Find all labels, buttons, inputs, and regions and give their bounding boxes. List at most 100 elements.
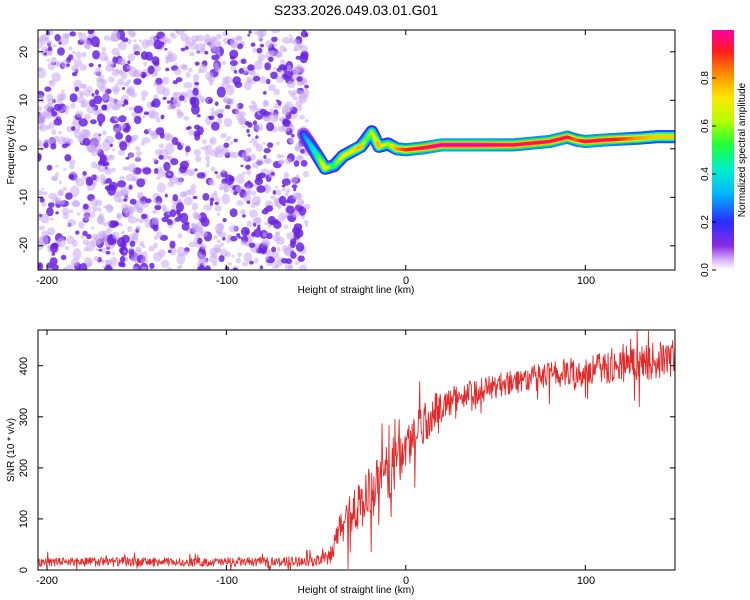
- spectrogram-noise-blob: [226, 98, 234, 107]
- spectrogram-noise-blob: [117, 78, 125, 86]
- spectrogram-noise-blob: [158, 154, 164, 160]
- spectrogram-noise-blob: [119, 191, 124, 196]
- spectrogram-noise-blob: [135, 145, 141, 152]
- spectrogram-tick-label-y: -10: [18, 189, 30, 205]
- spectrogram-noise-blob: [246, 220, 253, 228]
- spectrogram-noise-blob: [286, 64, 292, 71]
- spectrogram-noise-blob: [105, 204, 112, 211]
- spectrogram-noise-blob: [116, 212, 123, 220]
- spectrogram-noise-blob: [109, 155, 113, 158]
- spectrogram-noise-blob: [136, 150, 142, 157]
- spectrogram-tick-label-y: 0: [18, 145, 30, 151]
- spectrogram-noise-blob: [113, 127, 121, 133]
- spectrogram-noise-blob: [152, 199, 157, 203]
- spectrogram-noise-blob: [167, 181, 175, 188]
- spectrogram-noise-blob: [175, 177, 183, 186]
- spectrogram-noise-blob: [52, 43, 57, 48]
- spectrogram-noise-blob: [111, 252, 115, 256]
- spectrogram-noise-blob: [252, 75, 261, 82]
- spectrogram-noise-blob: [167, 219, 173, 226]
- spectrogram-noise-blob: [289, 241, 296, 248]
- spectrogram-noise-blob: [123, 198, 128, 202]
- spectrogram-noise-blob: [255, 173, 263, 182]
- spectrogram-noise-blob: [155, 231, 163, 239]
- spectrogram-noise-blob: [47, 45, 53, 52]
- spectrogram-noise-blob: [66, 235, 75, 245]
- spectrogram-noise-blob: [178, 112, 184, 116]
- spectrogram-noise-blob: [140, 257, 149, 265]
- spectrogram-noise-blob: [99, 154, 107, 163]
- spectrogram-noise-blob: [121, 87, 126, 90]
- spectrogram-noise-blob: [125, 208, 134, 219]
- spectrogram-noise-blob: [133, 115, 142, 125]
- spectrogram-noise-blob: [95, 179, 100, 182]
- spectrogram-noise-blob: [216, 212, 221, 217]
- spectrogram-noise-blob: [172, 96, 182, 107]
- spectrogram-noise-blob: [196, 126, 204, 135]
- spectrogram-noise-blob: [38, 225, 45, 231]
- spectrogram-noise-blob: [128, 248, 135, 255]
- spectrogram-noise-blob: [271, 30, 281, 34]
- spectrogram-noise-blob: [41, 187, 45, 191]
- spectrogram-noise-blob: [275, 185, 279, 189]
- spectrogram-noise-blob: [252, 184, 257, 187]
- spectrogram-noise-blob: [153, 242, 158, 249]
- spectrogram-noise-blob: [155, 196, 163, 205]
- spectrogram-noise-blob: [43, 49, 47, 53]
- spectrogram-noise-blob: [248, 30, 252, 34]
- snr-tick-label-x: 0: [403, 575, 409, 587]
- spectrogram-noise-blob: [269, 112, 279, 123]
- spectrogram-noise-blob: [179, 212, 189, 224]
- spectrogram-noise-blob: [87, 30, 94, 35]
- spectrogram-noise-blob: [283, 70, 293, 79]
- spectrogram-noise-blob: [154, 205, 162, 211]
- spectrogram-noise-blob: [143, 61, 148, 67]
- spectrogram-noise-blob: [236, 200, 244, 206]
- spectrogram-noise-blob: [246, 169, 252, 176]
- spectrogram-noise-blob: [300, 160, 308, 167]
- spectrogram-noise-blob: [238, 67, 244, 74]
- spectrogram-noise-blob: [262, 142, 266, 145]
- spectrogram-noise-blob: [153, 39, 163, 50]
- spectrogram-noise-blob: [43, 52, 47, 56]
- spectrogram-noise-blob: [97, 165, 107, 172]
- spectrogram-noise-blob: [264, 158, 270, 164]
- spectrogram-noise-blob: [89, 198, 99, 206]
- spectrogram-noise-blob: [262, 99, 270, 108]
- spectrogram-noise-blob: [129, 246, 134, 250]
- spectrogram-noise-blob: [127, 53, 136, 62]
- spectrogram-noise-blob: [38, 189, 44, 196]
- colorbar: 0.0 0.2 0.4 0.6 0.8 Normalized spectral …: [700, 30, 748, 277]
- spectrogram-noise-blob: [136, 218, 140, 223]
- spectrogram-noise-blob: [288, 34, 292, 38]
- spectrogram-noise-blob: [265, 256, 270, 261]
- spectrogram-noise-blob: [147, 128, 151, 133]
- spectrogram-noise-blob: [46, 93, 53, 101]
- spectrogram-noise-blob: [64, 245, 70, 251]
- spectrogram-noise-blob: [253, 60, 263, 70]
- spectrogram-noise-blob: [79, 64, 87, 71]
- spectrogram-tick-label-x: 100: [577, 275, 595, 287]
- spectrogram-noise-blob: [237, 252, 243, 258]
- spectrogram-noise-blob: [292, 96, 298, 101]
- spectrogram-noise-blob: [270, 195, 276, 200]
- spectrogram-noise-blob: [169, 240, 176, 249]
- spectrogram-noise-blob: [166, 100, 171, 104]
- spectrogram-noise-blob: [232, 76, 241, 85]
- spectrogram-noise-blob: [241, 214, 246, 218]
- spectrogram-noise-blob: [187, 126, 192, 130]
- spectrogram-noise-blob: [211, 46, 220, 53]
- colorbar-tick-label: 0.0: [700, 263, 711, 277]
- spectrogram-noise-blob: [175, 30, 185, 36]
- spectrogram-noise-blob: [154, 72, 159, 76]
- spectrogram-noise-blob: [115, 222, 120, 226]
- spectrogram-noise-blob: [290, 251, 297, 259]
- spectrogram-noise-blob: [204, 265, 211, 270]
- spectrogram-noise-blob: [270, 71, 278, 80]
- spectrogram-noise-blob: [150, 101, 156, 108]
- spectrogram-noise-blob: [221, 147, 230, 155]
- spectrogram-noise-blob: [275, 264, 280, 269]
- spectrogram-noise-blob: [79, 263, 88, 270]
- spectrogram-noise-blob: [94, 142, 102, 154]
- spectrogram-noise-blob: [74, 59, 83, 67]
